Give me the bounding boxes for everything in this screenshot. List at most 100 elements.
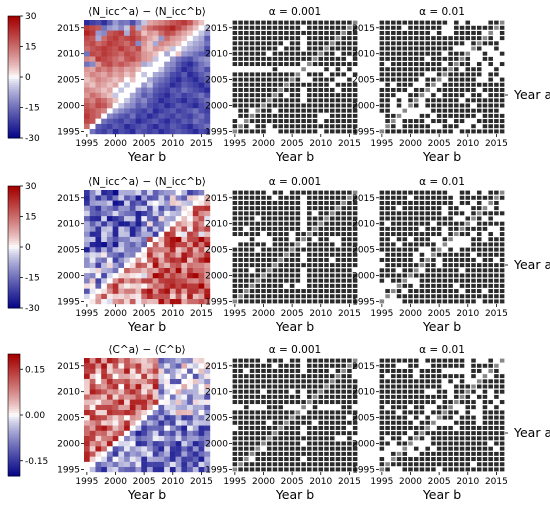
significance-cell — [244, 268, 249, 273]
significance-cell — [284, 389, 289, 394]
heatmap-cell — [106, 56, 113, 62]
significance-cell — [307, 247, 312, 252]
significance-cell — [488, 283, 493, 288]
significance-cell — [431, 67, 436, 72]
significance-cell — [289, 389, 295, 394]
significance-cell — [425, 226, 430, 231]
x-tick-label: 1995 — [223, 309, 246, 319]
significance-cell — [238, 211, 243, 216]
significance-cell — [448, 87, 453, 92]
significance-cell — [448, 358, 453, 363]
significance-cell — [436, 56, 442, 61]
heatmap-cell — [152, 87, 159, 93]
significance-cell — [278, 415, 283, 420]
significance-cell — [272, 200, 278, 205]
heatmap-cell — [147, 461, 153, 468]
significance-cell — [465, 289, 471, 294]
significance-cell — [425, 457, 430, 462]
heatmap-cell — [129, 231, 136, 237]
significance-cell — [347, 211, 352, 216]
significance-cell — [442, 273, 448, 278]
significance-cell — [419, 410, 425, 415]
significance-cell — [301, 467, 306, 472]
significance-cell — [335, 425, 341, 430]
significance-cell — [266, 129, 272, 134]
heatmap-cell — [129, 383, 136, 390]
significance-cell — [324, 211, 329, 216]
significance-cell — [476, 226, 482, 231]
significance-cell — [419, 252, 425, 257]
significance-cell — [284, 36, 289, 41]
significance-cell — [232, 436, 238, 441]
significance-cell — [402, 247, 408, 252]
significance-cell — [301, 400, 306, 405]
heatmap-cell — [124, 461, 131, 468]
significance-cell — [255, 87, 261, 92]
significance-cell — [425, 216, 430, 221]
heatmap-cell — [192, 25, 199, 31]
significance-cell — [465, 283, 471, 288]
significance-cell — [419, 232, 425, 237]
significance-cell — [476, 67, 482, 72]
significance-cell — [278, 211, 283, 216]
heatmap-cell — [141, 102, 148, 109]
significance-cell — [238, 103, 243, 108]
significance-cell — [482, 394, 488, 399]
y-axis-label-year-a: Year a — [513, 425, 550, 440]
significance-cell — [272, 405, 278, 410]
significance-cell — [249, 98, 255, 103]
y-tick-label: 2015 — [352, 362, 375, 372]
significance-cell — [352, 232, 358, 237]
significance-cell — [261, 278, 266, 283]
heatmap-cell — [124, 102, 131, 109]
significance-cell — [255, 405, 261, 410]
heatmap-cell — [106, 200, 113, 206]
significance-cell — [494, 389, 499, 394]
heatmap-cell — [141, 267, 148, 274]
significance-cell — [482, 93, 488, 98]
significance-cell — [272, 51, 278, 56]
significance-cell — [301, 283, 306, 288]
heatmap-cell — [124, 25, 131, 31]
significance-cell — [335, 400, 341, 405]
significance-cell — [301, 257, 306, 262]
significance-cell — [431, 226, 436, 231]
significance-cell — [425, 247, 430, 252]
significance-cell — [476, 36, 482, 41]
significance-cell — [278, 226, 283, 231]
heatmap-cell — [169, 51, 176, 57]
heatmap-cell — [169, 241, 176, 248]
heatmap-cell — [84, 25, 90, 31]
colorbar-segment — [8, 467, 20, 471]
significance-cell — [272, 129, 278, 134]
significance-cell — [249, 103, 255, 108]
x-tick-label: 1995 — [370, 309, 393, 319]
significance-cell — [396, 405, 402, 410]
significance-cell — [238, 93, 243, 98]
significance-cell — [347, 462, 352, 467]
colorbar-segment — [8, 208, 20, 211]
significance-cell — [482, 294, 488, 299]
heatmap-cell — [158, 466, 165, 473]
colorbar-segment — [8, 93, 20, 96]
significance-cell — [402, 257, 408, 262]
significance-cell — [238, 200, 243, 205]
significance-cell — [352, 77, 358, 82]
significance-cell — [385, 77, 390, 82]
colorbar-segment — [8, 451, 20, 455]
significance-cell — [307, 278, 312, 283]
significance-cell — [419, 113, 425, 118]
significance-cell — [476, 242, 482, 247]
significance-cell — [476, 247, 482, 252]
significance-cell — [249, 30, 255, 35]
heatmap-cell — [181, 231, 188, 237]
significance-cell — [425, 257, 430, 262]
heatmap-cell — [204, 267, 211, 274]
significance-cell — [431, 379, 436, 384]
significance-cell — [413, 56, 419, 61]
significance-cell — [442, 56, 448, 61]
significance-cell — [341, 247, 346, 252]
heatmap-cell — [152, 51, 159, 57]
significance-cell — [408, 36, 413, 41]
significance-cell — [329, 268, 335, 273]
